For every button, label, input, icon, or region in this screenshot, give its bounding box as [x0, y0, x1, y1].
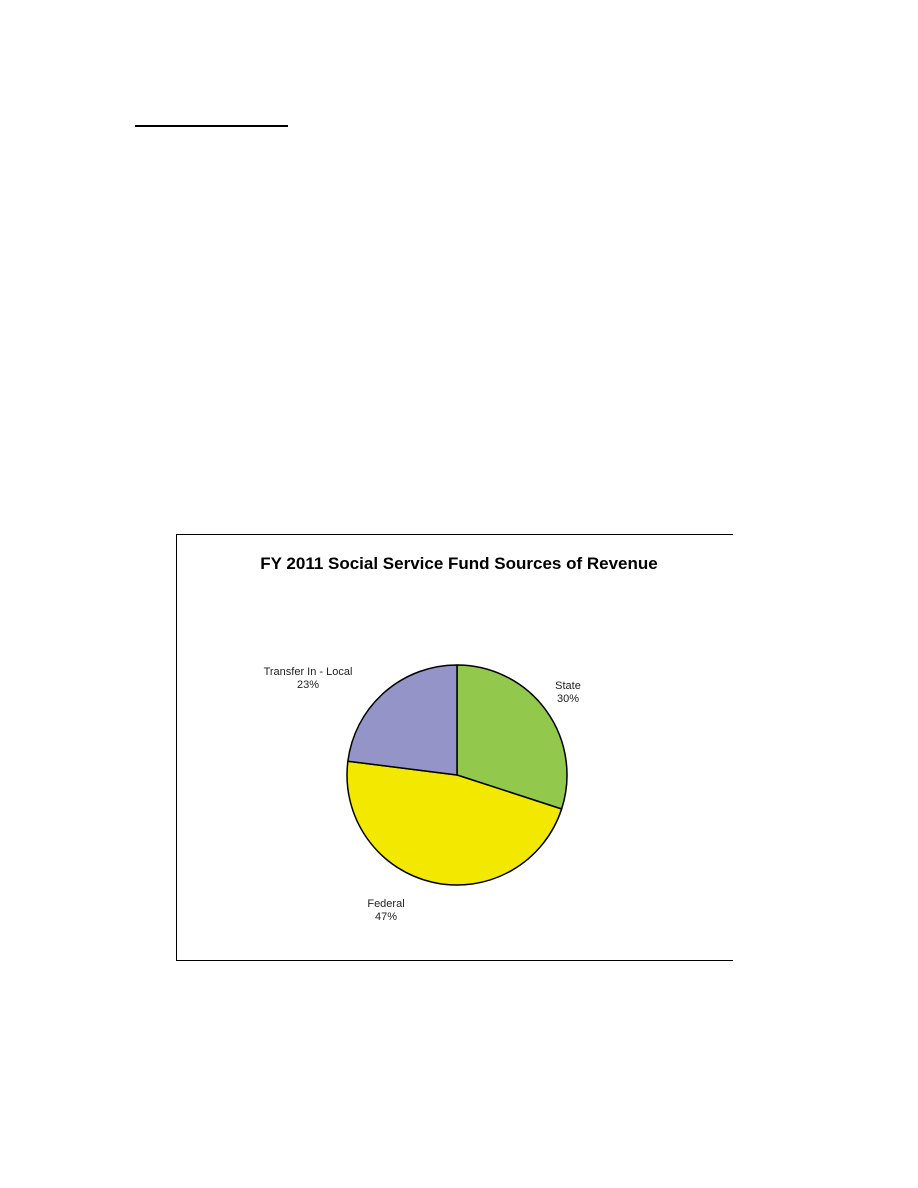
- heading-underline-rule: [135, 125, 288, 127]
- pie-label-category: State: [555, 680, 581, 692]
- pie-label-category: Federal: [367, 898, 404, 910]
- pie-label-transfer-in-local: Transfer In - Local 23%: [264, 666, 353, 691]
- pie-chart-frame: FY 2011 Social Service Fund Sources of R…: [176, 534, 733, 961]
- pie-label-percent: 47%: [375, 911, 397, 923]
- pie-label-federal: Federal 47%: [367, 898, 404, 923]
- pie-slice-transfer-in-local: [347, 664, 458, 776]
- pie-slice-federal: [346, 760, 563, 886]
- pie-label-percent: 23%: [297, 679, 319, 691]
- chart-title: FY 2011 Social Service Fund Sources of R…: [260, 554, 657, 573]
- pie-labels: State 30% Federal 47% Transfer In - Local 23%: [264, 666, 581, 923]
- pie-label-state: State 30%: [555, 680, 581, 705]
- pie-slice-state: [456, 664, 568, 810]
- pie-chart: FY 2011 Social Service Fund Sources of R…: [260, 554, 657, 923]
- pie-label-category: Transfer In - Local: [264, 666, 353, 678]
- pie-slices: [346, 664, 568, 886]
- pie-label-percent: 30%: [557, 693, 579, 705]
